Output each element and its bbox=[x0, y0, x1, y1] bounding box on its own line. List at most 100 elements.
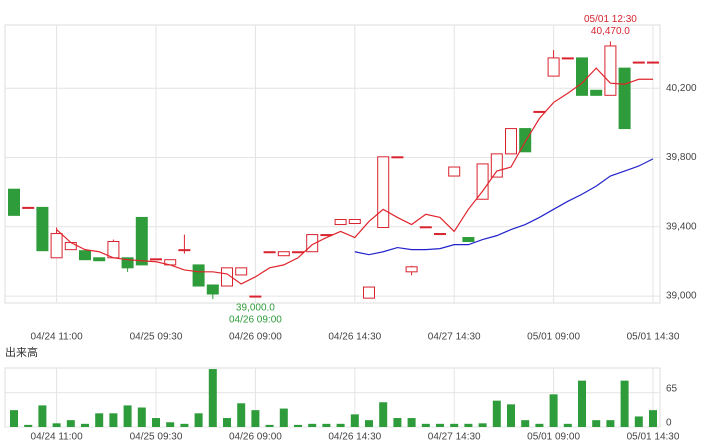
candle-body bbox=[221, 267, 233, 287]
candle-body bbox=[547, 57, 560, 77]
candle-body bbox=[135, 216, 148, 266]
volume-bar bbox=[578, 380, 586, 427]
annotation: 05/01 12:30 bbox=[584, 14, 637, 25]
volume-bar bbox=[322, 423, 331, 427]
annotation: 40,470.0 bbox=[591, 26, 630, 37]
candle-body bbox=[434, 233, 446, 236]
volume-label: 出来高 bbox=[5, 345, 38, 359]
candle-body bbox=[235, 267, 248, 276]
candle-body bbox=[249, 295, 262, 298]
candle-body bbox=[377, 156, 390, 228]
volume-bar bbox=[294, 424, 302, 427]
volume-bar bbox=[379, 402, 388, 427]
volume-bar bbox=[478, 423, 487, 427]
volume-bar bbox=[52, 423, 61, 427]
candle-body bbox=[363, 286, 375, 299]
volume-bar bbox=[492, 400, 501, 427]
volume-bar bbox=[549, 394, 558, 427]
candle-body bbox=[348, 219, 361, 224]
candle-body bbox=[107, 241, 120, 259]
volume-bar bbox=[436, 423, 444, 427]
candle-body bbox=[263, 251, 276, 254]
moving-average bbox=[354, 158, 654, 256]
volume-bar bbox=[223, 418, 231, 427]
volume-bar bbox=[606, 420, 615, 427]
candle-body bbox=[206, 284, 219, 295]
volume-bar bbox=[166, 422, 175, 427]
volume-bar bbox=[38, 405, 47, 427]
volume-bar bbox=[81, 423, 89, 427]
volume-bar bbox=[137, 407, 146, 427]
volume-bar bbox=[95, 413, 104, 427]
candle-body bbox=[93, 257, 106, 262]
volume-bar bbox=[507, 404, 515, 427]
x-tick-label: 04/25 09:30 bbox=[130, 332, 183, 343]
y-tick-label: 40,200 bbox=[666, 83, 697, 94]
volume-bar bbox=[535, 423, 544, 427]
y-tick-label: 65 bbox=[666, 383, 678, 394]
volume-frame bbox=[4, 367, 661, 428]
volume-bar bbox=[393, 418, 402, 427]
candle-body bbox=[576, 57, 588, 96]
x-tick-label: 05/01 09:00 bbox=[527, 432, 580, 443]
x-tick-label: 04/25 09:30 bbox=[130, 432, 183, 443]
x-tick-label: 04/24 11:00 bbox=[31, 332, 84, 343]
candle-body bbox=[462, 237, 475, 243]
volume-bar bbox=[365, 420, 373, 427]
volume-bar bbox=[563, 423, 572, 427]
volume-bar bbox=[237, 403, 246, 427]
main-frame bbox=[4, 24, 661, 304]
candle-body bbox=[50, 233, 63, 259]
candle-body bbox=[306, 234, 319, 253]
candle-body bbox=[533, 110, 546, 113]
y-tick-label: 39,000 bbox=[666, 291, 697, 302]
volume-bar bbox=[10, 410, 18, 427]
candle-body bbox=[150, 258, 162, 261]
annotation: 39,000.0 bbox=[236, 303, 275, 314]
candle-body bbox=[647, 61, 659, 64]
volume-bar bbox=[279, 408, 288, 427]
candle-body bbox=[419, 226, 432, 229]
x-tick-label: 04/26 14:30 bbox=[328, 432, 381, 443]
candle-body bbox=[490, 153, 503, 178]
x-tick-label: 04/27 14:30 bbox=[428, 332, 481, 343]
volume-bar bbox=[180, 423, 189, 427]
volume-bar bbox=[592, 420, 601, 427]
volume-bar bbox=[308, 423, 317, 427]
candle-body bbox=[36, 206, 49, 252]
volume-bar bbox=[407, 418, 416, 427]
volume-bar bbox=[208, 369, 217, 427]
candle-body bbox=[64, 242, 77, 251]
candle-body bbox=[8, 188, 20, 216]
y-tick-label: 39,400 bbox=[666, 221, 697, 232]
candle-body bbox=[604, 45, 617, 96]
x-tick-label: 04/24 11:00 bbox=[31, 432, 84, 443]
y-tick-label: 0 bbox=[666, 418, 672, 429]
volume-bar bbox=[123, 405, 132, 427]
moving-average bbox=[56, 67, 653, 285]
volume-bar bbox=[66, 420, 75, 427]
candle-body bbox=[277, 251, 290, 257]
volume-bar bbox=[450, 423, 459, 427]
candle-body bbox=[561, 57, 574, 60]
volume-bar bbox=[109, 413, 118, 427]
candle-body bbox=[292, 251, 304, 254]
candle-body bbox=[79, 250, 91, 261]
candle-body bbox=[505, 128, 517, 155]
volume-bar bbox=[194, 413, 203, 427]
volume-bar bbox=[265, 424, 274, 427]
candle-body bbox=[178, 249, 191, 252]
volume-bar bbox=[521, 420, 530, 427]
volume-bar bbox=[24, 424, 33, 427]
candle-body bbox=[405, 266, 418, 273]
x-tick-label: 04/27 14:30 bbox=[428, 432, 481, 443]
volume-bar bbox=[152, 418, 160, 427]
candle-body bbox=[121, 257, 134, 269]
candle-body bbox=[192, 264, 205, 287]
x-tick-label: 04/26 09:00 bbox=[229, 432, 282, 443]
x-tick-label: 04/26 09:00 bbox=[229, 332, 282, 343]
volume-bar bbox=[634, 416, 643, 427]
volume-bar bbox=[251, 410, 260, 427]
candle-body bbox=[519, 128, 532, 153]
